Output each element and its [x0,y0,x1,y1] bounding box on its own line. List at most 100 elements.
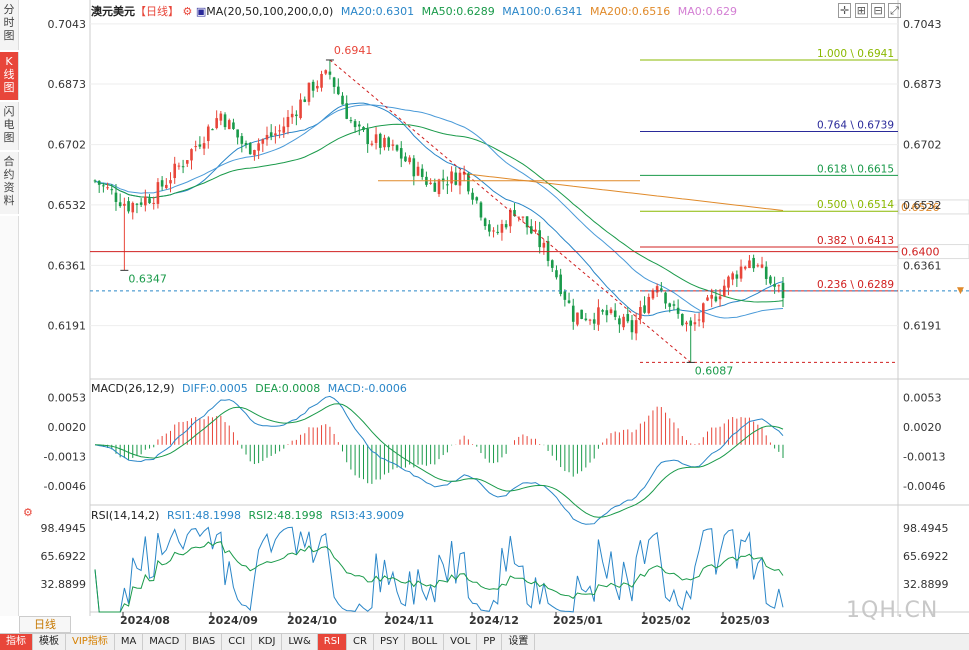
candle-body [395,145,399,151]
settings-icon[interactable]: ⚙ [182,5,193,18]
candle-body [676,307,680,314]
ma20-value: MA20:0.6301 [340,5,415,18]
candle-body [651,290,655,299]
candle-body [374,134,378,143]
fib-label: 0.618 \ 0.6615 [817,163,894,175]
candle-body [777,285,781,287]
candle-body [433,182,437,192]
candle-body [706,297,709,301]
tab-contract-info[interactable]: 合 约 资 料 [0,152,19,214]
candle-body [601,310,604,312]
candle-body [571,305,575,322]
candle-body [169,180,172,184]
candle-body [337,86,340,95]
crosshair-icon[interactable]: ✛ [838,3,852,18]
candle-body [764,266,768,279]
rsi-tick-left: 32.8899 [41,578,87,591]
candle-body [303,99,307,102]
candle-body [387,137,390,148]
candle-body [349,120,353,122]
candle-body [605,310,609,316]
candle-body [748,260,751,269]
candle-body [332,77,336,87]
tab-kline-label: K 线 图 [3,55,15,94]
candle-body [152,202,156,204]
tab-timeshare[interactable]: 分 时 图 [0,0,19,50]
candle-body [471,192,474,200]
rsi-icon[interactable]: ⚙ [23,506,33,519]
price-tick-right: 0.6532 [903,199,942,212]
tab-flash[interactable]: 闪 电 图 [0,102,19,150]
candle-body [194,146,197,148]
candle-body [215,118,218,129]
indicator-tab-7[interactable]: KDJ [252,634,283,650]
candle-body [311,81,315,91]
candle-body [383,137,386,148]
tab-kline[interactable]: K 线 图 [0,52,19,100]
level-label: 0.6400 [901,246,940,259]
fib-label: 0.236 \ 0.6289 [817,279,894,291]
rsi1-line [94,541,784,613]
candle-body [236,129,239,138]
indicator-tab-11[interactable]: PSY [374,634,406,650]
candle-body [618,318,621,325]
candle-body [93,180,97,182]
fib-label: 0.764 \ 0.6739 [817,120,894,132]
ma20-line [94,102,784,317]
candle-body [546,241,550,261]
indicator-tab-4[interactable]: MACD [143,634,187,650]
indicator-tab-12[interactable]: BOLL [405,634,445,650]
indicator-tab-15[interactable]: 设置 [502,634,536,650]
candle-body [681,313,684,326]
zoom-out-icon[interactable]: ⊟ [871,3,885,18]
watermark: 1QH.CN [846,598,939,623]
extreme-label: 0.6347 [128,272,167,285]
candle-body [391,144,395,146]
candle-body [446,184,449,186]
zoom-in-icon[interactable]: ⊞ [854,3,868,18]
candle-body [760,264,764,268]
candle-body [227,120,231,130]
candle-body [232,122,235,129]
indicator-tab-2[interactable]: VIP指标 [66,634,115,650]
indicator-tab-5[interactable]: BIAS [186,634,223,650]
toolbar-icons: ✛ ⊞ ⊟ ⤢ [838,3,901,18]
rsi-tick-right: 65.6922 [903,550,949,563]
x-label: 2025/03 [720,614,770,627]
indicator-tab-0[interactable]: 指标 [0,634,33,650]
indicator-tab-1[interactable]: 模板 [33,634,66,650]
macd-tick-left: 0.0053 [48,392,87,405]
period-button[interactable]: 日线 [19,616,71,633]
indicator-tab-6[interactable]: CCI [222,634,253,650]
rsi-legend: RSI(14,14,2) RSI1:48.1998 RSI2:48.1998 R… [91,509,404,522]
candle-body [437,179,441,195]
price-tick-right: 0.6873 [903,78,942,91]
candle-body [613,310,617,317]
extreme-label: 0.6941 [334,44,373,57]
candle-body [316,85,319,89]
candle-body [97,180,101,185]
rsi3-line [94,526,784,613]
candle-body [647,296,651,314]
fullscreen-icon[interactable]: ⤢ [888,3,901,18]
candle-body [261,139,265,144]
candle-body [664,292,667,304]
candle-body [299,99,302,119]
indicator-tab-10[interactable]: CR [347,634,374,650]
indicator-tab-13[interactable]: VOL [444,634,478,650]
tab-contract-info-label: 合 约 资 料 [3,155,15,207]
candle-body [328,71,332,75]
indicator-tab-3[interactable]: MA [115,634,144,650]
candle-body [513,210,516,217]
indicator-tab-14[interactable]: PP [477,634,503,650]
candle-body [563,291,567,300]
candle-body [165,184,168,189]
ma50-line [94,123,784,303]
indicator-tab-8[interactable]: LW& [282,634,318,650]
candle-body [404,156,407,162]
candle-body [567,300,571,303]
indicator-tab-9[interactable]: RSI [317,634,348,650]
ma-toggle-icon[interactable]: ▣ [195,5,207,18]
candle-body [672,304,676,306]
